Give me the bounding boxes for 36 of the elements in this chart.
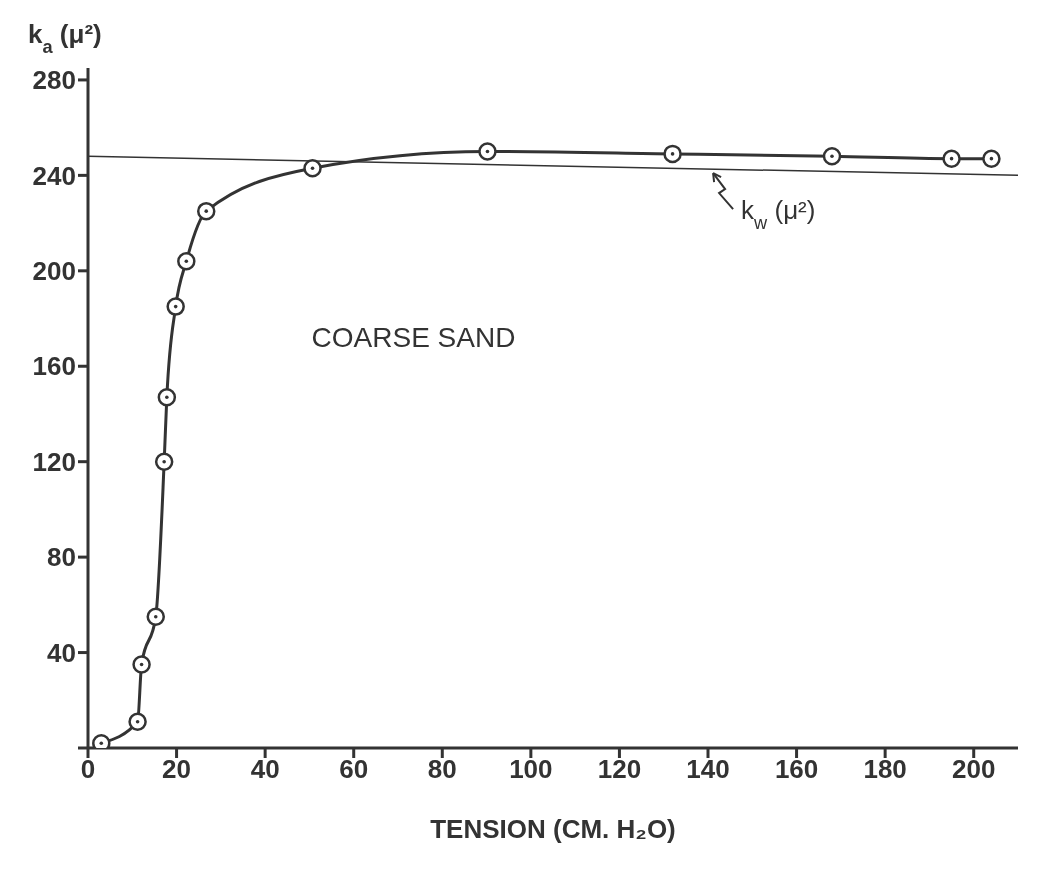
point <box>128 712 147 731</box>
y-tick-label: 40 <box>47 637 76 668</box>
x-tick-label: 120 <box>597 754 642 785</box>
point <box>303 158 322 178</box>
point <box>132 655 151 674</box>
point <box>196 201 216 221</box>
point <box>942 149 961 168</box>
point <box>663 144 682 164</box>
x-tick-label: 20 <box>162 754 192 785</box>
y-tick-label: 240 <box>32 160 76 191</box>
y-tick-label: 160 <box>32 351 76 382</box>
point <box>478 142 497 161</box>
x-tick-label: 100 <box>509 754 553 785</box>
x-tick-label: 0 <box>80 754 96 785</box>
legend-label: k$_{w}$ (μ²) <box>741 195 816 234</box>
x-tick-label: 40 <box>250 754 280 785</box>
point <box>157 388 177 407</box>
y-tick-label: 200 <box>32 256 76 287</box>
x-tick-label: 200 <box>952 754 996 785</box>
x-tick-label: 180 <box>863 754 907 785</box>
y-tick-label: 120 <box>32 446 76 477</box>
point <box>154 452 174 471</box>
y-tick-label: 280 <box>32 65 76 96</box>
point <box>146 607 166 627</box>
point <box>166 297 185 316</box>
point <box>982 149 1001 168</box>
x-tick-label: 140 <box>686 754 730 785</box>
x-tick-label: 80 <box>427 754 457 785</box>
x-tick-label: 160 <box>774 754 819 785</box>
annotation: COARSE SAND <box>311 321 516 353</box>
x-axis-title: TENSION (CM. H₂O) <box>430 814 676 844</box>
y-tick-label: 80 <box>47 542 76 573</box>
y-axis-title: k$_{a}$ (μ²) <box>28 19 102 57</box>
x-tick-label: 60 <box>339 754 369 785</box>
point <box>822 147 842 166</box>
point <box>177 252 196 271</box>
